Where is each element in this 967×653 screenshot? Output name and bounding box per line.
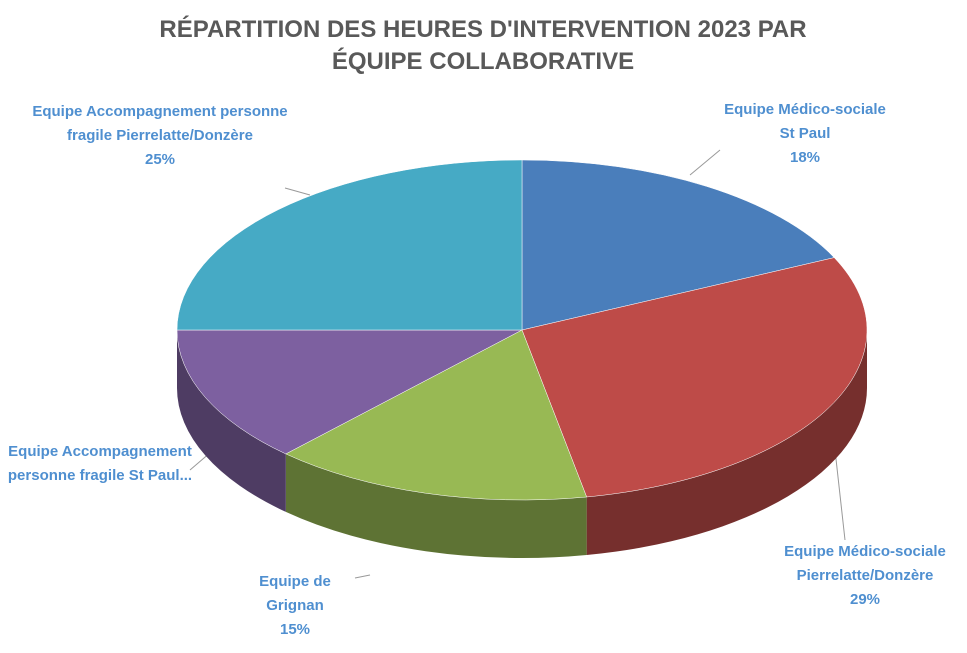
leader-line — [354, 574, 371, 579]
slice — [521, 159, 835, 331]
category-label: Equipe Accompagnement personne fragile P… — [32, 103, 288, 144]
value-label: 29% — [849, 591, 881, 608]
data-label: Equipe Accompagnement personne fragile S… — [0, 440, 200, 488]
value-label: 15% — [279, 621, 311, 638]
category-label: Equipe de Grignan — [259, 573, 331, 614]
slice-side — [586, 330, 868, 555]
data-label: Equipe Accompagnement personne fragile P… — [25, 100, 295, 172]
value-label: 18% — [789, 149, 821, 166]
data-label: Equipe Médico-sociale Pierrelatte/Donzèr… — [765, 540, 965, 612]
chart-title: RÉPARTITION DES HEURES D'INTERVENTION 20… — [159, 16, 807, 75]
leader-line — [834, 449, 846, 541]
data-label: Equipe Médico-sociale St Paul 18% — [720, 98, 890, 170]
leader-line — [689, 149, 721, 176]
category-label: Equipe Accompagnement personne fragile S… — [7, 443, 193, 484]
leader-line — [284, 187, 311, 196]
data-label: Equipe de Grignan 15% — [240, 570, 350, 642]
value-label: 25% — [144, 151, 176, 168]
category-label: Equipe Médico-sociale Pierrelatte/Donzèr… — [784, 543, 946, 584]
slice — [521, 257, 868, 498]
slice-side — [177, 330, 286, 512]
category-label: Equipe Médico-sociale St Paul — [724, 101, 886, 142]
slice-side — [285, 453, 587, 559]
slice — [176, 159, 523, 331]
slice — [285, 329, 587, 501]
slice — [176, 329, 523, 455]
